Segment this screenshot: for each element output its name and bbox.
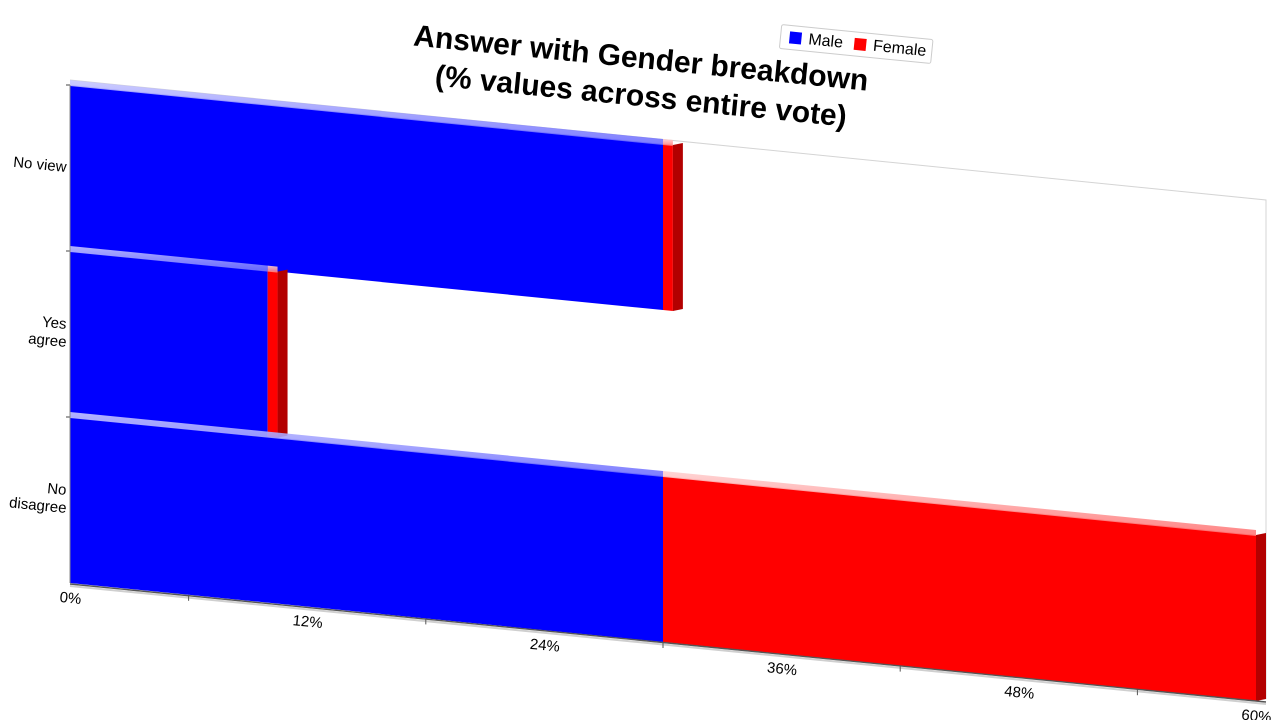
legend-swatch-female	[853, 37, 867, 51]
bar-female-0	[663, 139, 683, 311]
x-tick-label: 0%	[59, 589, 82, 608]
legend-label-male: Male	[808, 31, 844, 51]
x-tick-label: 24%	[529, 636, 561, 656]
x-tick-label: 12%	[292, 612, 324, 632]
bar-top-male-2	[70, 412, 663, 477]
bar-face-male-0	[70, 85, 663, 310]
bar-top-female-0	[663, 139, 673, 146]
category-label-2: No	[47, 480, 68, 499]
bar-side-2	[1256, 533, 1266, 701]
bar-face-male-2	[70, 417, 663, 642]
bar-female-1	[267, 265, 288, 438]
category-label-1: Yes	[41, 314, 67, 333]
bars	[66, 80, 1266, 701]
bar-top-female-2	[663, 471, 1256, 536]
bar-face-female-0	[663, 144, 673, 311]
bar-face-male-1	[70, 251, 268, 437]
category-label-2: disagree	[8, 494, 67, 517]
x-tick-label: 60%	[1241, 707, 1273, 720]
legend-swatch-male	[788, 31, 803, 45]
bar-male-2	[70, 412, 663, 642]
bar-top-female-1	[267, 265, 278, 273]
x-tick-label: 36%	[766, 659, 798, 679]
bar-face-female-1	[267, 270, 278, 438]
category-label-1: agree	[27, 330, 67, 351]
x-tick-label: 48%	[1003, 683, 1035, 703]
bar-top-male-1	[70, 246, 268, 272]
bar-face-female-2	[663, 476, 1256, 701]
bar-male-1	[70, 246, 268, 437]
legend: Male Female	[779, 24, 934, 64]
category-label-0: No view	[13, 154, 68, 176]
bar-side-1	[277, 269, 288, 438]
x-axis: 0% 12% 24% 36% 48% 60%	[59, 583, 1273, 720]
bar-top-male-0	[70, 80, 663, 145]
x-axis-line	[69, 583, 1267, 703]
x-axis-shadow	[69, 585, 1267, 705]
bar-side-0	[672, 142, 683, 311]
bar-male-0	[70, 80, 663, 310]
legend-label-female: Female	[872, 38, 927, 60]
bar-female-2	[663, 471, 1266, 701]
